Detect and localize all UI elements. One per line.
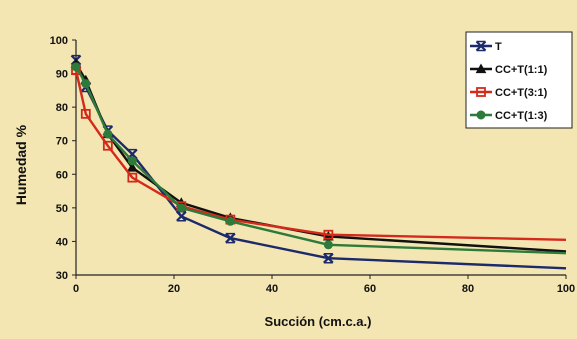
y-tick-label: 80 bbox=[56, 102, 68, 114]
x-tick-label: 100 bbox=[557, 283, 575, 295]
legend-swatch-marker bbox=[476, 110, 486, 120]
legend-swatch-marker bbox=[475, 63, 487, 74]
legend-swatch-marker bbox=[475, 40, 487, 52]
x-axis-label: Succión (cm.c.a.) bbox=[265, 314, 372, 329]
legend-label: CC+T(1:3) bbox=[495, 110, 548, 122]
legend-item: CC+T(1:1) bbox=[470, 63, 548, 76]
data-point bbox=[81, 79, 91, 89]
data-point bbox=[127, 162, 138, 172]
legend-item: T bbox=[470, 40, 502, 53]
data-point bbox=[225, 232, 236, 244]
series-4 bbox=[71, 62, 567, 255]
legend-swatch-marker bbox=[476, 87, 486, 97]
axes: 30 40 50 60 70 80 90 100 0 20 40 60 80 100 bbox=[50, 35, 576, 295]
y-tick-label: 60 bbox=[56, 169, 68, 181]
legend-item: CC+T(3:1) bbox=[470, 87, 548, 99]
x-tick-label: 80 bbox=[462, 283, 474, 295]
y-tick-label: 50 bbox=[56, 203, 68, 215]
legend-label: CC+T(3:1) bbox=[495, 87, 548, 99]
x-tick-label: 60 bbox=[364, 283, 376, 295]
y-tick-label: 40 bbox=[56, 236, 68, 248]
series-layer bbox=[70, 54, 567, 270]
legend-item: CC+T(1:3) bbox=[470, 110, 548, 122]
data-point bbox=[127, 172, 138, 183]
x-tick-label: 0 bbox=[73, 283, 79, 295]
y-tick-label: 70 bbox=[56, 136, 68, 148]
data-point bbox=[127, 156, 137, 166]
data-point bbox=[176, 210, 187, 222]
data-point bbox=[176, 203, 186, 213]
series-line bbox=[74, 69, 567, 241]
legend-swatch-marker-bar bbox=[476, 40, 486, 52]
x-tick-label: 40 bbox=[266, 283, 278, 295]
data-point bbox=[103, 129, 113, 139]
y-tick-label: 90 bbox=[56, 69, 68, 81]
series-line bbox=[74, 66, 567, 255]
data-point bbox=[71, 62, 81, 72]
legend: T CC+T(1:1) CC+T(3:1) CC+T(1:3) bbox=[465, 31, 573, 129]
data-point-bar bbox=[323, 252, 333, 264]
y-tick-label: 30 bbox=[56, 270, 68, 282]
data-point bbox=[323, 252, 334, 264]
x-tick-label: 20 bbox=[168, 283, 180, 295]
y-axis-label: Humedad % bbox=[13, 124, 29, 205]
data-point bbox=[225, 216, 235, 226]
y-tick-label: 100 bbox=[50, 35, 68, 47]
data-point bbox=[323, 240, 333, 250]
data-point bbox=[80, 108, 91, 119]
data-point bbox=[323, 229, 334, 240]
legend-label: T bbox=[495, 41, 502, 53]
data-point-bar bbox=[225, 232, 235, 244]
data-point bbox=[102, 140, 113, 151]
legend-label: CC+T(1:1) bbox=[495, 64, 548, 76]
